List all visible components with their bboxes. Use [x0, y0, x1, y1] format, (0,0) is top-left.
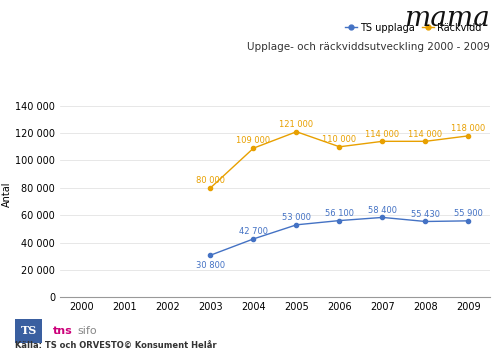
Text: 121 000: 121 000 — [280, 120, 314, 129]
Text: 109 000: 109 000 — [236, 136, 270, 145]
Legend: TS upplaga, Räckvidd: TS upplaga, Räckvidd — [342, 19, 485, 37]
Text: tns: tns — [52, 326, 72, 336]
Y-axis label: Antal: Antal — [2, 182, 12, 207]
Text: 30 800: 30 800 — [196, 261, 225, 270]
Text: TS: TS — [20, 325, 37, 337]
Text: 114 000: 114 000 — [366, 130, 400, 138]
Text: 55 900: 55 900 — [454, 209, 483, 218]
Text: 53 000: 53 000 — [282, 213, 311, 222]
Text: 42 700: 42 700 — [239, 227, 268, 236]
Text: 58 400: 58 400 — [368, 206, 397, 215]
Text: 55 430: 55 430 — [411, 210, 440, 219]
Text: 110 000: 110 000 — [322, 135, 356, 144]
Text: sifo: sifo — [78, 326, 97, 336]
Text: 56 100: 56 100 — [325, 209, 354, 218]
Text: 118 000: 118 000 — [452, 124, 486, 133]
Text: mama: mama — [404, 5, 490, 32]
Text: Källa: TS och ORVESTO© Konsument Helår: Källa: TS och ORVESTO© Konsument Helår — [15, 342, 216, 350]
Text: Upplage- och räckviddsutveckling 2000 - 2009: Upplage- och räckviddsutveckling 2000 - … — [247, 42, 490, 52]
Text: 114 000: 114 000 — [408, 130, 442, 138]
Text: 80 000: 80 000 — [196, 176, 225, 185]
